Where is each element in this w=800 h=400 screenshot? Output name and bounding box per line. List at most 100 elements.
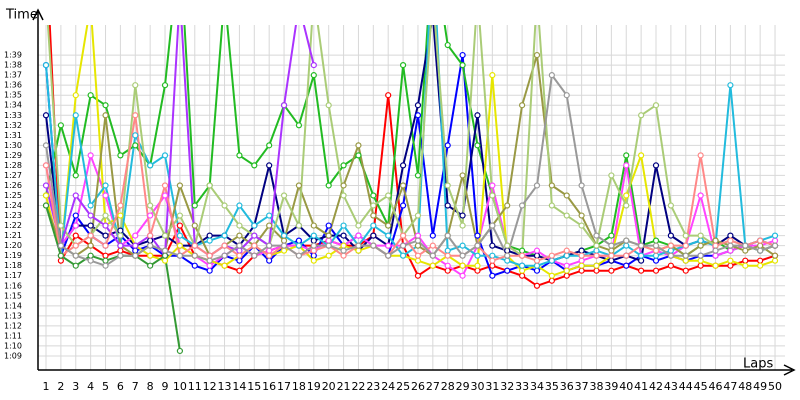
data-point bbox=[236, 152, 243, 159]
data-point bbox=[355, 242, 362, 249]
data-point bbox=[608, 252, 615, 259]
data-point bbox=[757, 247, 764, 254]
x-axis-arrow bbox=[783, 364, 796, 376]
y-tick-label: 1:36 bbox=[4, 81, 22, 90]
data-point bbox=[221, 262, 228, 269]
data-point bbox=[697, 232, 704, 239]
data-point bbox=[325, 222, 332, 229]
data-point bbox=[652, 247, 660, 254]
data-point bbox=[191, 242, 198, 249]
data-point bbox=[176, 212, 184, 219]
y-tick-label: 1:09 bbox=[4, 351, 22, 360]
data-point bbox=[533, 282, 541, 289]
data-point bbox=[727, 237, 734, 244]
data-point bbox=[652, 162, 660, 169]
data-point bbox=[697, 192, 704, 199]
data-point bbox=[697, 152, 704, 159]
data-point bbox=[667, 262, 674, 269]
data-point bbox=[370, 222, 377, 229]
data-point bbox=[623, 162, 630, 169]
data-point bbox=[623, 152, 630, 159]
data-point bbox=[652, 242, 660, 249]
data-point bbox=[147, 237, 154, 244]
data-point bbox=[578, 212, 585, 219]
y-tick-label: 1:21 bbox=[4, 231, 22, 240]
data-point bbox=[399, 252, 407, 259]
y-tick-label: 1:30 bbox=[4, 141, 22, 150]
data-point bbox=[429, 242, 436, 249]
data-point bbox=[221, 242, 228, 249]
data-point bbox=[667, 202, 674, 209]
data-point bbox=[340, 192, 347, 199]
data-point bbox=[102, 102, 109, 109]
data-point bbox=[444, 267, 451, 274]
data-point bbox=[206, 267, 213, 274]
data-point bbox=[102, 252, 109, 259]
data-point bbox=[771, 257, 779, 264]
data-point bbox=[147, 202, 154, 209]
y-tick-label: 1:18 bbox=[4, 261, 22, 270]
data-point bbox=[504, 242, 511, 249]
data-point bbox=[444, 252, 451, 259]
x-tick-label: 22 bbox=[351, 380, 365, 393]
data-point bbox=[399, 242, 407, 249]
data-point bbox=[266, 242, 273, 249]
data-point bbox=[489, 222, 496, 229]
data-point bbox=[682, 267, 689, 274]
data-point bbox=[325, 237, 332, 244]
x-tick-label: 47 bbox=[723, 380, 737, 393]
data-point bbox=[608, 172, 615, 179]
data-point bbox=[295, 242, 303, 249]
y-tick-label: 1:38 bbox=[4, 61, 22, 70]
data-point bbox=[310, 252, 317, 259]
data-point bbox=[72, 192, 79, 199]
data-point bbox=[266, 142, 273, 149]
data-point bbox=[325, 102, 332, 109]
data-point bbox=[176, 252, 184, 259]
data-point bbox=[667, 247, 674, 254]
data-point bbox=[414, 237, 422, 244]
data-point bbox=[206, 257, 213, 264]
data-point bbox=[533, 257, 541, 264]
y-tick-label: 1:22 bbox=[4, 221, 22, 230]
data-point bbox=[42, 202, 50, 209]
data-point bbox=[236, 232, 243, 239]
data-point bbox=[176, 182, 184, 189]
x-tick-label: 18 bbox=[292, 380, 306, 393]
data-point bbox=[519, 252, 526, 259]
data-point bbox=[757, 262, 764, 269]
x-axis-label: Laps bbox=[743, 357, 773, 372]
data-point bbox=[548, 277, 555, 284]
data-point bbox=[563, 262, 570, 269]
data-point bbox=[414, 242, 422, 249]
data-point bbox=[295, 222, 303, 229]
x-tick-label: 2 bbox=[57, 380, 64, 393]
data-point bbox=[42, 182, 50, 189]
y-tick-label: 1:25 bbox=[4, 191, 22, 200]
data-point bbox=[251, 252, 258, 259]
data-point bbox=[176, 232, 184, 239]
data-point bbox=[727, 262, 734, 269]
data-point bbox=[266, 212, 273, 219]
data-point bbox=[459, 212, 466, 219]
data-point bbox=[117, 212, 124, 219]
series-line bbox=[45, 205, 181, 352]
data-point bbox=[310, 222, 317, 229]
data-point bbox=[444, 202, 451, 209]
x-tick-label: 6 bbox=[117, 380, 124, 393]
data-point bbox=[251, 222, 258, 229]
data-point bbox=[251, 242, 258, 249]
y-tick-label: 1:20 bbox=[4, 241, 22, 250]
data-point bbox=[221, 232, 228, 239]
data-point bbox=[132, 142, 139, 149]
data-point bbox=[563, 267, 570, 274]
data-point bbox=[578, 222, 585, 229]
data-point bbox=[42, 62, 50, 69]
data-point bbox=[682, 242, 689, 249]
data-point bbox=[280, 232, 288, 239]
data-point bbox=[578, 252, 585, 259]
data-point bbox=[459, 262, 466, 269]
y-tick-label: 1:27 bbox=[4, 171, 22, 180]
data-point bbox=[72, 222, 79, 229]
